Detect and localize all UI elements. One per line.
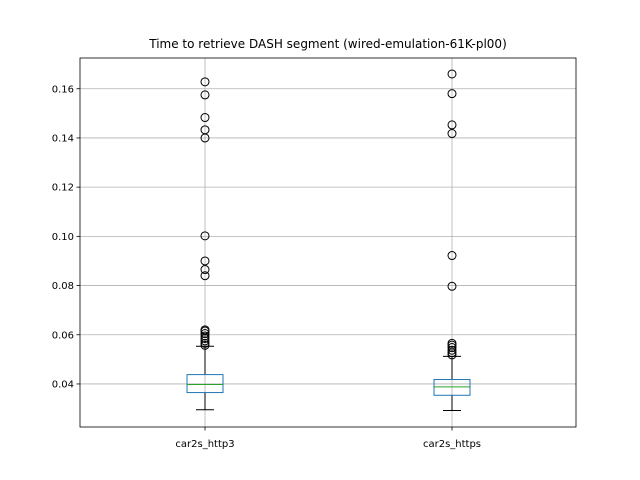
box-group: [433, 69, 471, 412]
outlier-point: [447, 129, 457, 139]
outlier-point: [200, 338, 210, 348]
outlier-point: [447, 350, 457, 360]
x-tick-label: car2s_http3: [175, 439, 234, 450]
outlier-point: [200, 329, 210, 339]
y-tick-label: 0.10: [52, 232, 74, 243]
outlier-point: [200, 231, 210, 241]
outlier-point: [447, 343, 457, 353]
outlier-point: [200, 113, 210, 123]
chart-title: Time to retrieve DASH segment (wired-emu…: [148, 37, 507, 51]
outlier-point: [200, 125, 210, 135]
outlier-point: [447, 251, 457, 261]
outlier-point: [200, 325, 210, 335]
boxes: [186, 69, 471, 412]
outlier-point: [200, 77, 210, 87]
outlier-point: [447, 345, 457, 355]
outlier-point: [447, 338, 457, 348]
plot-area-frame: [79, 57, 577, 428]
outlier-point: [447, 120, 457, 130]
outlier-point: [447, 281, 457, 291]
grid: [80, 58, 576, 427]
y-tick-label: 0.04: [52, 379, 74, 390]
outlier-point: [200, 265, 210, 275]
outlier-point: [200, 271, 210, 281]
outlier-point: [447, 89, 457, 99]
y-tick-label: 0.16: [52, 84, 74, 95]
outlier-point: [447, 69, 457, 79]
x-tick-label: car2s_https: [423, 439, 481, 450]
outlier-point: [200, 336, 210, 346]
y-tick-label: 0.12: [52, 183, 74, 194]
box-group: [186, 77, 224, 411]
outlier-point: [200, 333, 210, 343]
y-tick-label: 0.14: [52, 133, 74, 144]
y-tick-label: 0.08: [52, 281, 74, 292]
ticks: 0.04 0.06 0.08 0.10 0.12 0.14 0.16 car2s_http3 c…: [52, 84, 481, 450]
outlier-point: [200, 256, 210, 266]
outlier-point: [200, 331, 210, 341]
iqr-box: [186, 374, 224, 394]
outlier-point: [200, 90, 210, 100]
y-tick-label: 0.06: [52, 330, 74, 341]
